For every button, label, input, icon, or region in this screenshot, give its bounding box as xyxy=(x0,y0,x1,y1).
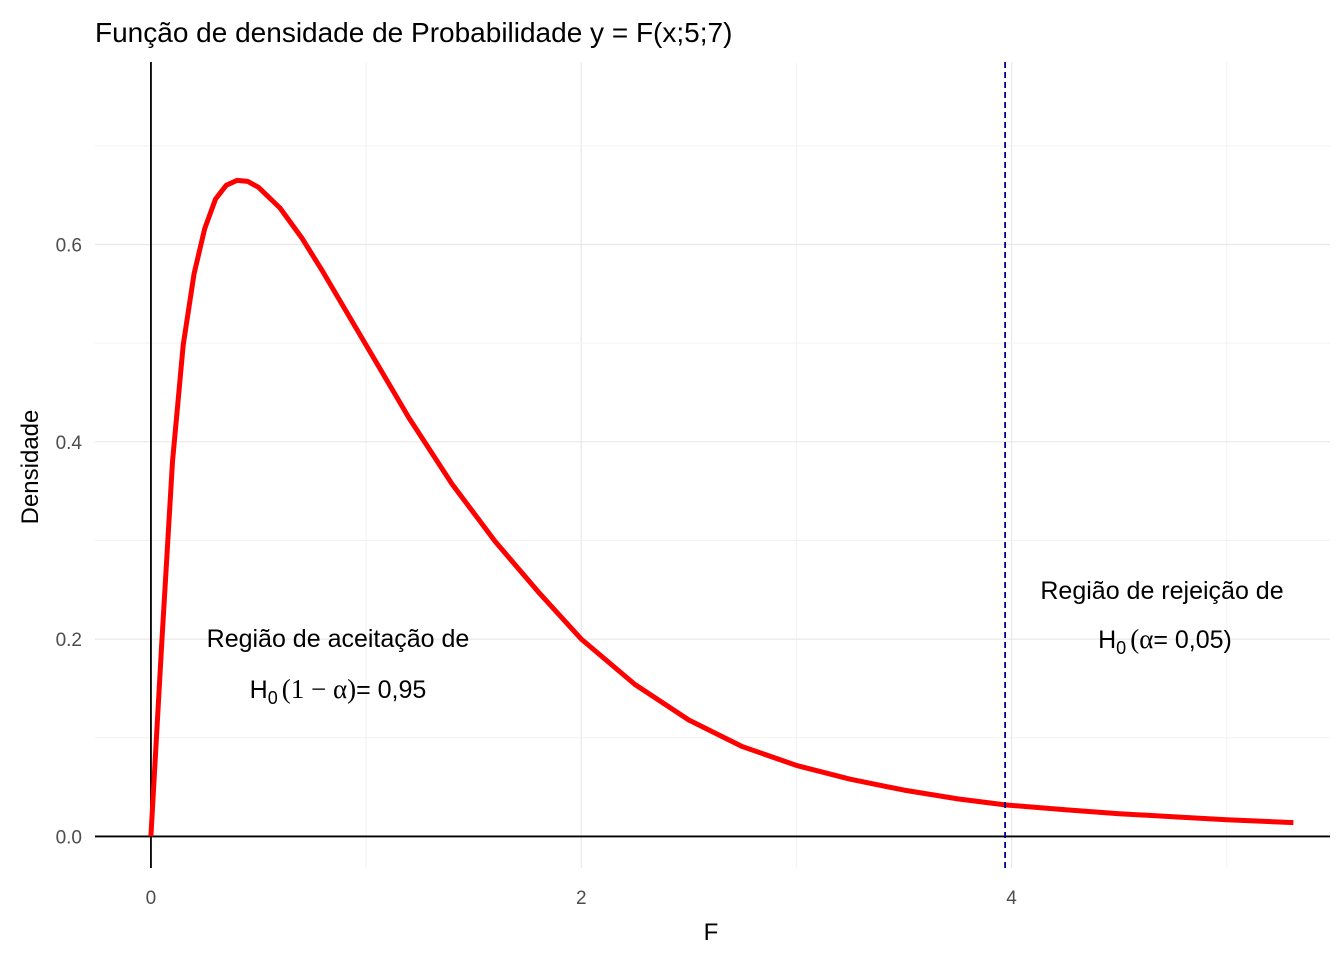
reject-h: H xyxy=(1098,626,1116,654)
accept-h: H xyxy=(250,676,268,704)
x-tick-label: 0 xyxy=(146,888,157,909)
acceptance-region-label: Região de aceitação de xyxy=(207,625,470,653)
rejection-region-label: Região de rejeição de xyxy=(1040,577,1283,605)
rejection-region-value: H0 (α= 0,05) xyxy=(1098,624,1232,658)
y-tick-labels: 0.0 0.2 0.4 0.6 xyxy=(56,236,83,849)
density-curve xyxy=(148,177,1294,837)
acceptance-region-value: H0 (1 − α)= 0,95 xyxy=(250,674,427,708)
accept-subscript: 0 xyxy=(268,688,278,708)
grid-lines xyxy=(95,62,1330,868)
reject-alpha: α xyxy=(1139,624,1153,654)
y-tick-label: 0.4 xyxy=(56,433,83,454)
y-tick-label: 0.0 xyxy=(56,827,82,848)
y-axis-title: Densidade xyxy=(17,410,44,525)
x-tick-label: 2 xyxy=(576,888,587,909)
x-tick-labels: 0 2 4 xyxy=(146,888,1018,909)
x-axis-title: F xyxy=(704,919,719,946)
y-tick-label: 0.2 xyxy=(56,630,82,651)
accept-value: = 0,95 xyxy=(356,676,426,704)
y-tick-label: 0.6 xyxy=(56,236,82,257)
x-tick-label: 4 xyxy=(1006,888,1017,909)
reject-value: = 0,05) xyxy=(1153,626,1232,654)
reject-open-paren: ( xyxy=(1130,624,1139,654)
accept-expression: (1 − α) xyxy=(282,674,356,704)
chart-title: Função de densidade de Probabilidade y =… xyxy=(95,17,732,48)
curve-points xyxy=(150,180,1294,837)
reject-subscript: 0 xyxy=(1116,638,1126,658)
axes xyxy=(95,62,1330,868)
